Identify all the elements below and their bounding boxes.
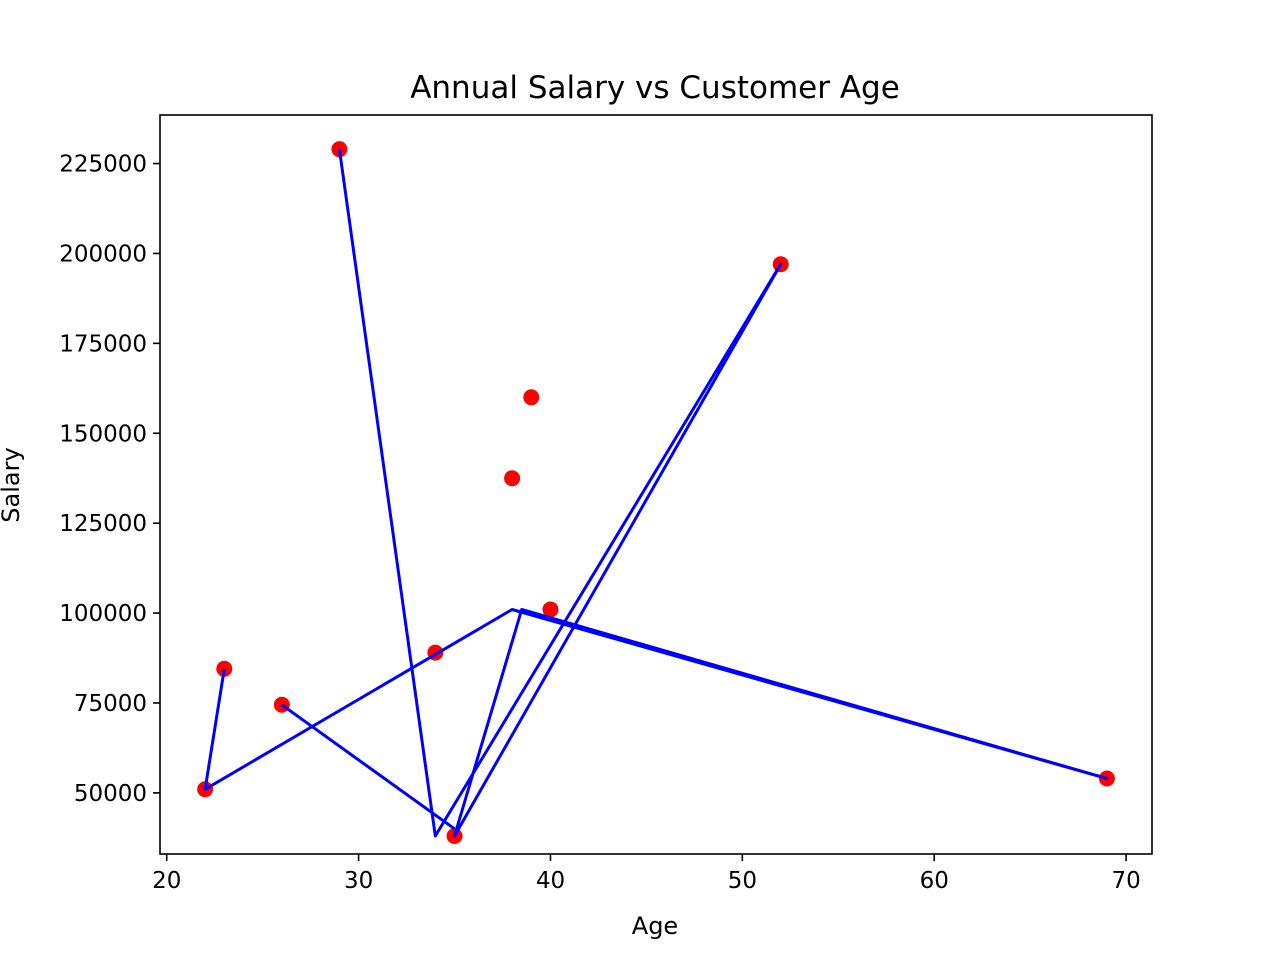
scatter-point	[523, 389, 540, 406]
y-tick-label: 150000	[59, 421, 147, 447]
x-tick-label: 40	[536, 868, 565, 894]
x-axis: 20 30 40 50 60 70	[152, 854, 1141, 894]
y-tick-label: 125000	[59, 511, 147, 537]
y-tick-label: 75000	[74, 691, 147, 717]
y-axis: 50000 75000 100000 125000 150000 175000 200000…	[59, 152, 160, 807]
plot-area	[197, 141, 1115, 845]
y-tick-label: 200000	[59, 241, 147, 267]
plot-frame	[159, 114, 1153, 855]
x-tick-label: 30	[344, 868, 373, 894]
x-tick-label: 20	[152, 868, 181, 894]
x-axis-label: Age	[632, 912, 678, 940]
scatter-point	[504, 470, 521, 487]
x-tick-label: 70	[1111, 868, 1140, 894]
chart-title: Annual Salary vs Customer Age	[410, 70, 900, 106]
series-line-segment	[280, 703, 456, 831]
x-tick-label: 60	[920, 868, 949, 894]
x-tick-label: 50	[728, 868, 757, 894]
y-axis-label: Salary	[0, 447, 25, 522]
series-line	[203, 148, 1109, 838]
scatter-point	[331, 141, 348, 158]
y-tick-label: 225000	[59, 152, 147, 178]
scatter-point	[542, 601, 559, 618]
y-tick-label: 175000	[59, 331, 147, 357]
y-tick-label: 100000	[59, 601, 147, 627]
y-tick-label: 50000	[74, 781, 147, 807]
